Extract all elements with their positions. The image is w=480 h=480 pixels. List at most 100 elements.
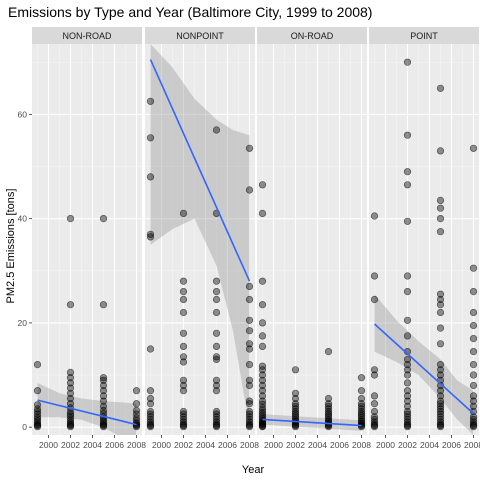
data-point <box>469 335 478 343</box>
data-point <box>212 410 221 418</box>
data-point <box>403 361 412 369</box>
data-point <box>245 397 254 405</box>
data-point <box>99 419 108 427</box>
facet-panel-on-road: ON-ROAD <box>257 27 367 435</box>
confidence-band <box>374 294 474 435</box>
data-point <box>258 209 267 217</box>
confidence-band <box>37 382 137 435</box>
data-point <box>245 415 254 424</box>
data-point <box>33 401 42 409</box>
data-point <box>403 371 412 379</box>
data-point <box>370 415 379 424</box>
data-point <box>33 421 42 429</box>
data-point <box>179 415 188 424</box>
data-point <box>258 332 267 340</box>
data-point <box>146 394 155 403</box>
data-point <box>403 418 412 426</box>
data-point <box>403 366 412 374</box>
data-point <box>403 410 412 418</box>
panel-background <box>145 44 255 435</box>
data-point <box>99 417 108 425</box>
data-point <box>469 361 478 369</box>
x-tick-label: 2002 <box>398 440 417 450</box>
facet-strip-label: ON-ROAD <box>291 31 334 41</box>
x-tick-label: 2000 <box>376 440 395 450</box>
data-point <box>258 342 267 351</box>
data-point <box>146 134 155 142</box>
data-point <box>370 392 379 400</box>
facet-panels: NON-ROAD NONPOINT ON-ROAD POINT <box>32 27 479 435</box>
x-tick-label: 2008 <box>352 440 371 450</box>
x-tick-label: 2000 <box>152 440 171 450</box>
data-point <box>66 215 75 223</box>
data-point <box>33 419 42 427</box>
data-point <box>469 371 478 379</box>
data-point <box>66 394 75 403</box>
data-point <box>436 418 445 426</box>
data-point <box>245 418 254 426</box>
data-point <box>357 394 366 403</box>
data-point <box>403 217 412 225</box>
data-point <box>436 410 445 418</box>
data-point <box>66 368 75 377</box>
x-tick-label: 2008 <box>127 440 146 450</box>
data-point <box>403 58 412 66</box>
trend-line <box>149 59 251 282</box>
data-point <box>469 402 478 410</box>
data-point <box>403 379 412 387</box>
data-point <box>179 407 188 416</box>
data-point <box>245 340 254 348</box>
x-tick-label: 2004 <box>83 440 102 450</box>
data-point <box>99 381 108 390</box>
facet-strip-label: POINT <box>410 31 438 41</box>
data-point <box>179 308 188 317</box>
data-point <box>179 329 188 337</box>
data-point <box>245 407 254 416</box>
data-point <box>436 402 445 410</box>
data-point <box>436 387 445 395</box>
data-point <box>469 308 478 317</box>
data-point <box>179 288 188 296</box>
data-point <box>179 418 188 426</box>
data-point <box>436 415 445 424</box>
data-point <box>403 407 412 416</box>
data-point <box>436 324 445 332</box>
data-point <box>99 215 108 223</box>
data-point <box>291 407 300 416</box>
data-point <box>146 413 155 421</box>
y-tick-label: 40 <box>18 214 28 224</box>
data-point <box>99 376 108 384</box>
data-point <box>436 366 445 374</box>
data-point <box>245 144 254 152</box>
data-point <box>469 381 478 390</box>
panel-background <box>257 44 367 435</box>
data-point <box>436 196 445 204</box>
data-point <box>212 126 221 134</box>
data-point <box>146 233 155 241</box>
facet-panel-point: POINT <box>369 27 479 435</box>
data-point <box>436 301 445 309</box>
data-point <box>245 361 254 369</box>
data-point <box>436 405 445 413</box>
data-point <box>370 272 379 280</box>
data-point <box>436 397 445 405</box>
data-point <box>469 418 478 426</box>
data-point <box>370 418 379 426</box>
data-point <box>357 374 366 382</box>
data-point <box>258 301 267 309</box>
data-point <box>33 361 42 369</box>
data-point <box>179 353 188 361</box>
data-point <box>436 413 445 421</box>
x-tick-label: 2004 <box>308 440 327 450</box>
x-tick-label: 2006 <box>218 440 237 450</box>
y-axis-title: PM2.5 Emissions [tons] <box>5 189 17 304</box>
data-point <box>291 405 300 413</box>
facet-strip-label: NONPOINT <box>176 31 224 41</box>
data-point <box>245 345 254 353</box>
data-point <box>212 407 221 416</box>
data-point <box>324 394 333 403</box>
data-point <box>436 290 445 298</box>
data-point <box>146 418 155 426</box>
data-point <box>370 407 379 416</box>
x-tick-label: 2008 <box>464 440 480 450</box>
